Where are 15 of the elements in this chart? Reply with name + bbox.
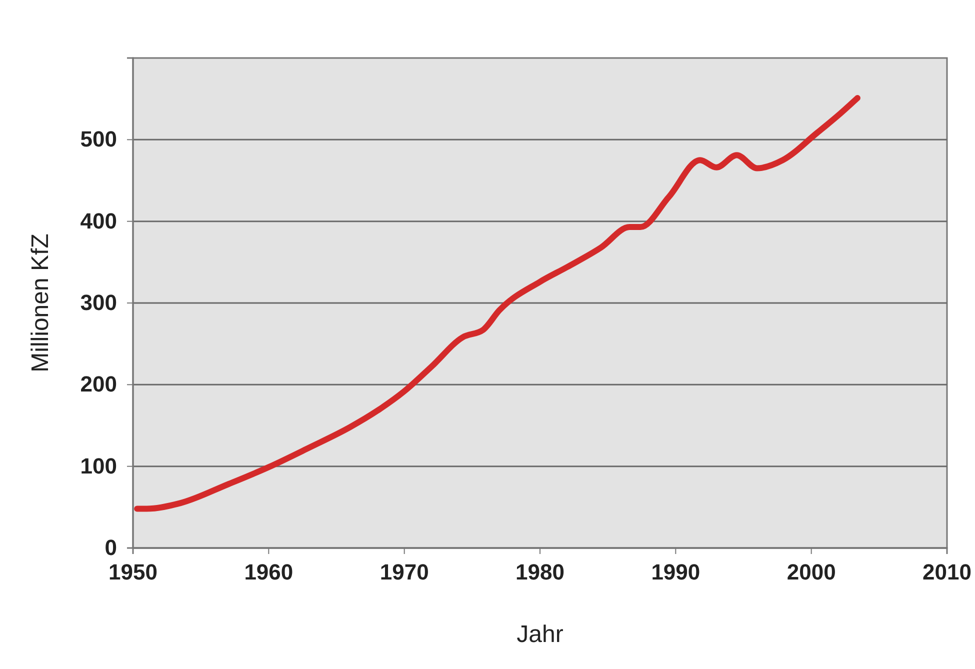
x-tick-label: 1970 [380,560,429,585]
x-tick-label: 1990 [651,560,700,585]
y-tick-label: 0 [104,535,117,560]
x-tick-label: 1980 [516,560,564,585]
x-tick-label: 2000 [786,560,836,585]
x-tick-label: 2010 [922,560,972,585]
y-tick-label: 500 [80,126,117,152]
x-tick-label: 1960 [244,560,294,585]
y-tick-label: 300 [80,290,117,316]
y-axis-title: Millionen KfZ [27,234,54,372]
y-tick-label: 200 [80,372,117,397]
y-tick-label: 400 [80,208,117,234]
y-tick-label: 100 [80,453,117,478]
x-axis-title: Jahr [516,621,564,648]
x-tick-label: 1950 [108,560,158,585]
